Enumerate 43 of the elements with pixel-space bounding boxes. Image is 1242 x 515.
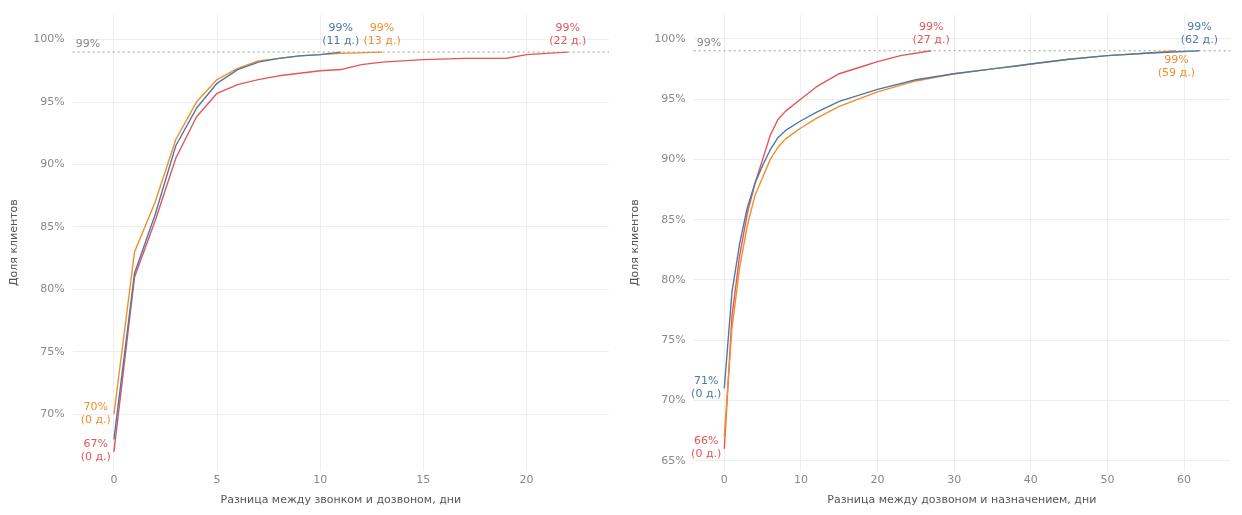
annotation: 99% (27 д.): [912, 20, 950, 47]
annotation: 99% (62 д.): [1180, 20, 1218, 47]
x-tick-label: 60: [1177, 473, 1192, 487]
x-tick-label: 30: [947, 473, 962, 487]
annotation: 70% (0 д.): [80, 399, 111, 426]
x-tick-label: 50: [1100, 473, 1115, 487]
y-tick-label: 90%: [661, 152, 686, 166]
y-tick-label: 65%: [661, 453, 686, 467]
annotation: 99% (22 д.): [549, 21, 587, 48]
y-tick-label: 70%: [661, 393, 686, 407]
y-tick-label: 70%: [40, 407, 65, 421]
x-axis-title: Разница между звонком и дозвоном, дни: [220, 493, 462, 507]
x-tick-label: 10: [313, 473, 328, 487]
annotation: 99% (59 д.): [1157, 53, 1195, 80]
y-tick-label: 75%: [661, 333, 686, 347]
x-tick-label: 10: [793, 473, 808, 487]
y-tick-label: 90%: [40, 157, 65, 171]
ref-line-label: 99%: [696, 36, 722, 50]
y-axis-title: Доля клиентов: [7, 199, 21, 287]
y-tick-label: 85%: [40, 219, 65, 233]
y-tick-label: 85%: [661, 212, 686, 226]
y-tick-label: 95%: [40, 94, 65, 108]
annotation: 99% (13 д.): [363, 21, 401, 48]
annotation: 66% (0 д.): [691, 434, 722, 461]
x-tick-label: 20: [519, 473, 534, 487]
x-tick-label: 20: [870, 473, 885, 487]
annotation: 67% (0 д.): [80, 437, 111, 464]
x-tick-label: 0: [110, 473, 118, 487]
ref-line-label: 99%: [75, 37, 101, 51]
y-tick-label: 95%: [661, 91, 686, 105]
annotation: 99% (11 д.): [322, 21, 360, 48]
x-tick-label: 5: [213, 473, 221, 487]
x-axis-title: Разница между дозвоном и назначением, дни: [827, 493, 1097, 507]
x-tick-label: 40: [1023, 473, 1038, 487]
x-tick-label: 15: [416, 473, 431, 487]
annotation: 71% (0 д.): [691, 373, 722, 400]
y-tick-label: 80%: [40, 282, 65, 296]
y-axis-title: Доля клиентов: [628, 199, 642, 287]
x-tick-label: 0: [720, 473, 728, 487]
y-tick-label: 80%: [661, 272, 686, 286]
y-tick-label: 75%: [40, 344, 65, 358]
y-tick-label: 100%: [654, 31, 686, 45]
y-tick-label: 100%: [33, 32, 65, 46]
